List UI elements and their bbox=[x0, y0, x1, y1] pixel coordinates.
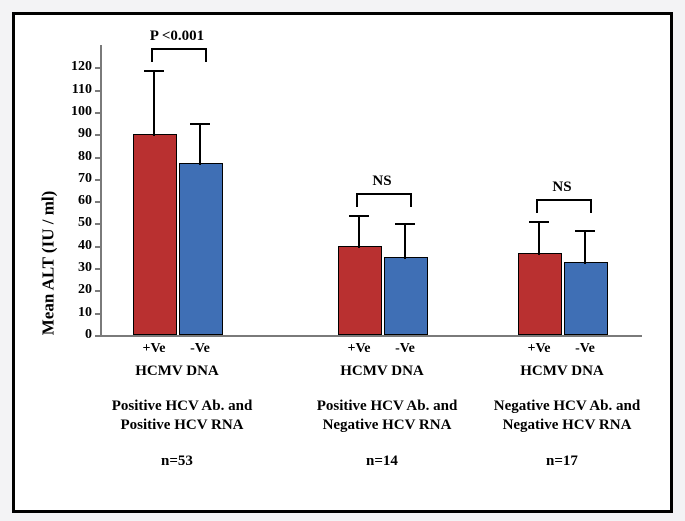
bar-category-label: +Ve bbox=[339, 341, 379, 357]
error-bar bbox=[358, 215, 360, 248]
error-cap bbox=[575, 230, 595, 232]
significance-label: NS bbox=[332, 173, 432, 190]
group-desc-line: Positive HCV Ab. and bbox=[92, 397, 272, 416]
y-tick bbox=[95, 90, 102, 92]
significance-bracket bbox=[356, 193, 412, 207]
y-tick-label: 40 bbox=[78, 238, 92, 254]
y-tick-label: 90 bbox=[78, 126, 92, 142]
y-tick bbox=[95, 223, 102, 225]
error-cap bbox=[395, 223, 415, 225]
bar bbox=[179, 163, 223, 335]
group-n-label: n=17 bbox=[522, 453, 602, 470]
y-axis-label-container: Mean ALT (IU / ml) bbox=[33, 15, 63, 510]
group-description: Negative HCV Ab. andNegative HCV RNA bbox=[477, 397, 657, 435]
y-tick-label: 100 bbox=[71, 104, 92, 120]
bar-category-label: +Ve bbox=[134, 341, 174, 357]
y-tick-label: 0 bbox=[85, 327, 92, 343]
y-tick bbox=[95, 335, 102, 337]
y-tick-label: 80 bbox=[78, 149, 92, 165]
group-desc-line: Negative HCV Ab. and bbox=[477, 397, 657, 416]
y-tick-label: 60 bbox=[78, 193, 92, 209]
group-description: Positive HCV Ab. andPositive HCV RNA bbox=[92, 397, 272, 435]
group-description: Positive HCV Ab. andNegative HCV RNA bbox=[297, 397, 477, 435]
error-cap bbox=[529, 221, 549, 223]
y-tick-label: 20 bbox=[78, 282, 92, 298]
y-tick-label: 30 bbox=[78, 260, 92, 276]
y-tick bbox=[95, 313, 102, 315]
y-tick bbox=[95, 67, 102, 69]
error-cap bbox=[144, 70, 164, 72]
bar-category-label: -Ve bbox=[565, 341, 605, 357]
group-desc-line: Negative HCV RNA bbox=[297, 416, 477, 435]
error-bar bbox=[584, 230, 586, 263]
error-cap bbox=[190, 123, 210, 125]
y-axis-label: Mean ALT (IU / ml) bbox=[38, 190, 58, 335]
significance-bracket bbox=[536, 199, 592, 213]
bar bbox=[384, 257, 428, 335]
y-tick-label: 120 bbox=[71, 59, 92, 75]
group-axis-label: HCMV DNA bbox=[322, 363, 442, 380]
y-tick bbox=[95, 157, 102, 159]
bar-category-label: +Ve bbox=[519, 341, 559, 357]
y-tick bbox=[95, 134, 102, 136]
group-desc-line: Negative HCV RNA bbox=[477, 416, 657, 435]
group-axis-label: HCMV DNA bbox=[502, 363, 622, 380]
bar-category-label: -Ve bbox=[385, 341, 425, 357]
y-tick-label: 50 bbox=[78, 215, 92, 231]
group-n-label: n=14 bbox=[342, 453, 422, 470]
group-desc-line: Positive HCV RNA bbox=[92, 416, 272, 435]
bar bbox=[338, 246, 382, 335]
error-bar bbox=[199, 123, 201, 165]
group-axis-label: HCMV DNA bbox=[117, 363, 237, 380]
y-tick-label: 10 bbox=[78, 305, 92, 321]
bar bbox=[518, 253, 562, 335]
bar bbox=[564, 262, 608, 335]
error-cap bbox=[349, 215, 369, 217]
y-tick bbox=[95, 290, 102, 292]
bar bbox=[133, 134, 177, 335]
error-bar bbox=[404, 223, 406, 259]
y-tick bbox=[95, 246, 102, 248]
significance-bracket bbox=[151, 48, 207, 62]
y-tick-label: 70 bbox=[78, 171, 92, 187]
chart-frame: Mean ALT (IU / ml) 010203040506070809010… bbox=[12, 12, 673, 513]
error-bar bbox=[153, 70, 155, 137]
significance-label: NS bbox=[512, 179, 612, 196]
plot-area: 0102030405060708090100110120+Ve-VeP <0.0… bbox=[100, 45, 642, 337]
error-bar bbox=[538, 221, 540, 254]
y-tick bbox=[95, 112, 102, 114]
y-tick-label: 110 bbox=[72, 82, 92, 98]
significance-label: P <0.001 bbox=[127, 28, 227, 45]
y-tick bbox=[95, 201, 102, 203]
outer-container: Mean ALT (IU / ml) 010203040506070809010… bbox=[0, 0, 685, 521]
y-tick bbox=[95, 179, 102, 181]
y-tick bbox=[95, 268, 102, 270]
group-n-label: n=53 bbox=[137, 453, 217, 470]
group-desc-line: Positive HCV Ab. and bbox=[297, 397, 477, 416]
bar-category-label: -Ve bbox=[180, 341, 220, 357]
